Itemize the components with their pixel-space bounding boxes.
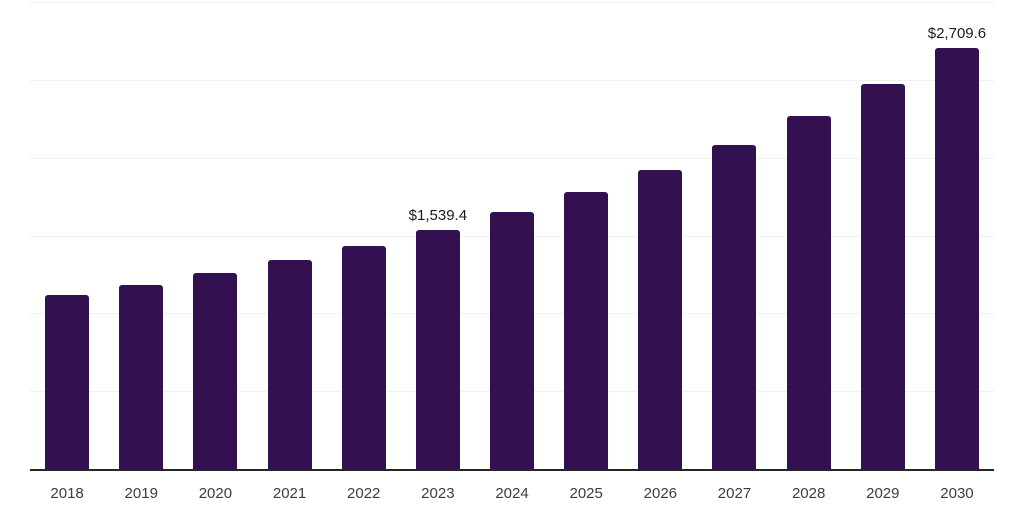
x-tick-label-2019: 2019 xyxy=(124,485,158,502)
x-axis-labels: 2018 2019 2020 2021 2022 2023 2024 2025 2026 2027… xyxy=(30,484,994,504)
bar-2028 xyxy=(786,116,831,470)
bar-slot-2029 xyxy=(846,3,920,470)
x-tick-label-2021: 2021 xyxy=(272,485,307,502)
x-tick-label-2026: 2026 xyxy=(643,485,678,502)
bar-slot-2021 xyxy=(252,3,326,470)
bar-2022 xyxy=(341,245,386,470)
bar-2025 xyxy=(564,191,609,470)
value-label-2030: $2,709.6 xyxy=(927,25,987,43)
bar-slot-2018 xyxy=(30,3,104,470)
bars: $1,539.4 $2,709.6 xyxy=(30,3,994,470)
bar-2019 xyxy=(119,284,164,470)
x-tick-label-2022: 2022 xyxy=(347,485,381,502)
bar-2021 xyxy=(267,259,312,470)
bar-slot-2023: $1,539.4 xyxy=(401,3,475,470)
x-axis-line xyxy=(30,469,994,471)
value-label-2023: $1,539.4 xyxy=(408,207,468,225)
x-tick-label-2018: 2018 xyxy=(50,485,84,502)
gridline-3000 xyxy=(30,2,994,3)
bar-slot-2027 xyxy=(697,3,771,470)
bar-2029 xyxy=(860,84,905,470)
bar-2023 xyxy=(415,230,460,470)
bar-2024 xyxy=(490,211,535,470)
bar-slot-2019 xyxy=(104,3,178,470)
plot-area: $1,539.4 $2,709.6 xyxy=(30,2,994,470)
x-tick-label-2020: 2020 xyxy=(198,485,233,502)
bar-2018 xyxy=(45,294,90,470)
x-tick-label-2024: 2024 xyxy=(495,485,529,502)
bar-slot-2030: $2,709.6 xyxy=(920,3,994,470)
x-tick-label-2025: 2025 xyxy=(569,485,603,502)
bar-2030 xyxy=(934,48,979,470)
bar-slot-2028 xyxy=(772,3,846,470)
x-tick-label-2023: 2023 xyxy=(421,485,455,502)
bar-slot-2025 xyxy=(549,3,623,470)
x-tick-label-2029: 2029 xyxy=(866,485,900,502)
bar-2020 xyxy=(193,272,238,470)
x-tick-label-2027: 2027 xyxy=(717,485,752,502)
x-tick-label-2028: 2028 xyxy=(791,485,826,502)
bar-slot-2024 xyxy=(475,3,549,470)
bar-slot-2022 xyxy=(327,3,401,470)
bar-2027 xyxy=(712,145,757,470)
x-tick-label-2030: 2030 xyxy=(940,485,974,502)
bar-2026 xyxy=(638,169,683,470)
gridline-2500 xyxy=(30,79,994,81)
gridline-2000 xyxy=(30,157,994,159)
bar-slot-2026 xyxy=(623,3,697,470)
bar-slot-2020 xyxy=(178,3,252,470)
